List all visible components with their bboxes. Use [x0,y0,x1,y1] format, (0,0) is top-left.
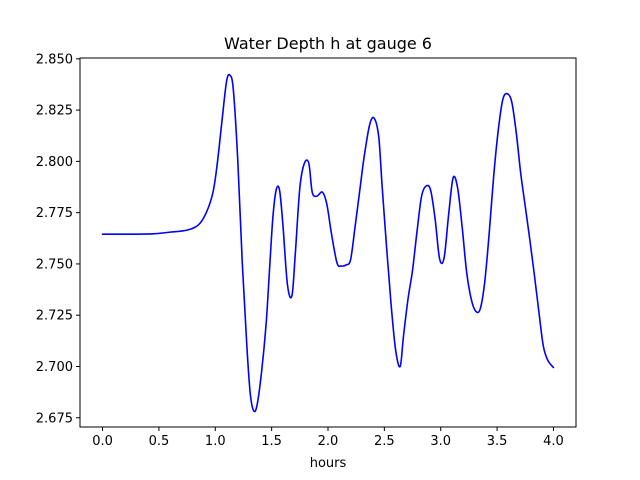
x-tick-label: 1.0 [205,434,226,449]
x-tick-label: 3.5 [487,434,508,449]
x-tick-label: 3.0 [430,434,451,449]
x-tick-label: 0.0 [92,434,113,449]
plot-layer [101,73,555,413]
water-depth-series-line [101,73,555,413]
x-tick-label: 2.0 [318,434,339,449]
y-axis-ticks: 2.675 2.700 2.725 2.750 2.775 2.800 2.825 2.850 [36,52,80,426]
y-tick-label: 2.725 [36,309,73,324]
x-axis-ticks: 0.0 0.5 1.0 1.5 2.0 2.5 3.0 3.5 4.0 [92,427,564,449]
x-tick-label: 2.5 [374,434,395,449]
y-tick-label: 2.775 [36,206,73,221]
y-tick-label: 2.850 [36,52,73,67]
y-tick-label: 2.675 [36,411,73,426]
x-tick-label: 1.5 [261,434,282,449]
y-tick-label: 2.825 [36,104,73,119]
plot-frame [79,57,577,428]
y-tick-label: 2.800 [36,155,73,170]
x-tick-label: 0.5 [149,434,170,449]
y-tick-label: 2.700 [36,360,73,375]
x-tick-label: 4.0 [543,434,564,449]
y-tick-label: 2.750 [36,257,73,272]
x-axis-label: hours [310,456,347,471]
chart-title: Water Depth h at gauge 6 [224,34,432,53]
